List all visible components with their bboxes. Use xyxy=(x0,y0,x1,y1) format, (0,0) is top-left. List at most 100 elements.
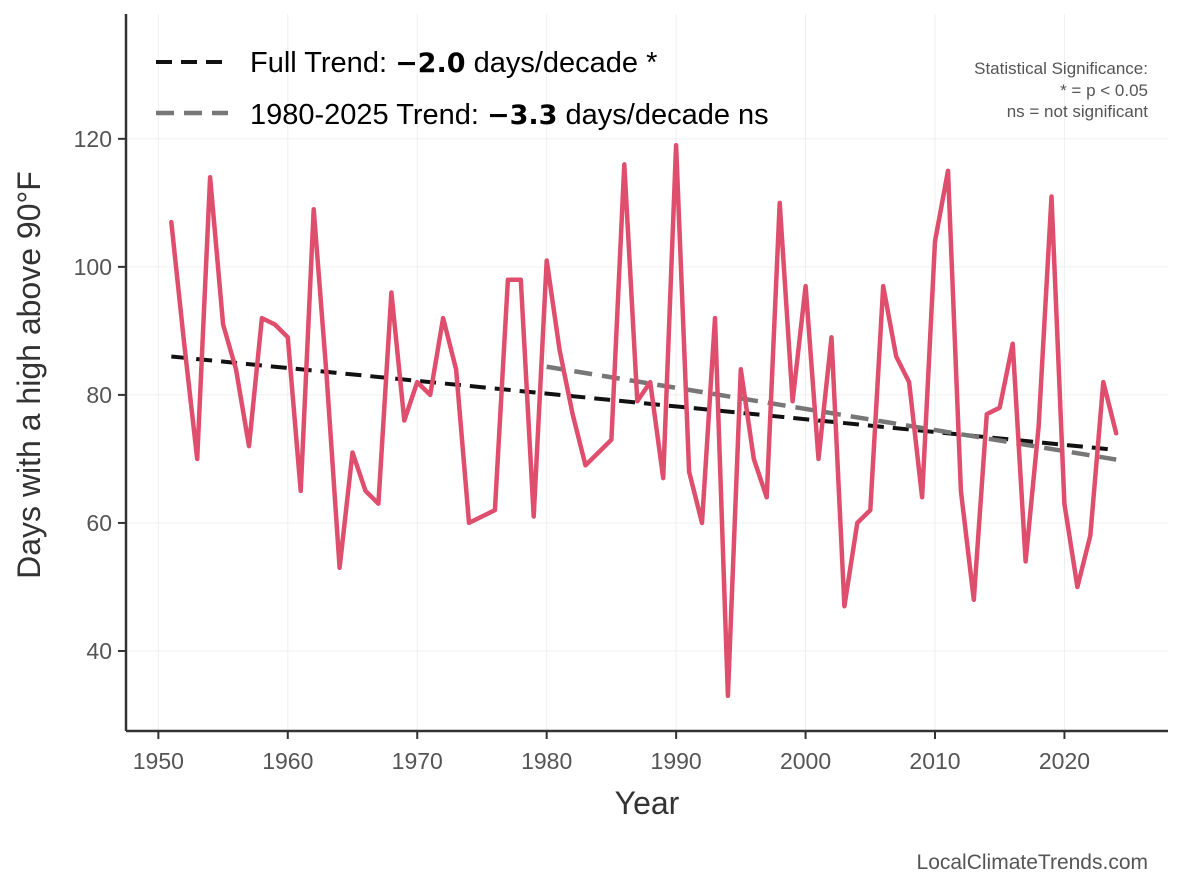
data-point-1962 xyxy=(313,208,315,210)
data-point-2015 xyxy=(999,407,1001,409)
data-point-2009 xyxy=(921,496,923,498)
data-point-1959 xyxy=(274,323,276,325)
data-point-1980 xyxy=(546,259,548,261)
data-point-2003 xyxy=(843,605,845,607)
data-point-1992 xyxy=(701,522,703,524)
data-point-1987 xyxy=(636,400,638,402)
x-tick-label-2010: 2010 xyxy=(909,748,960,774)
data-point-2002 xyxy=(830,336,832,338)
data-point-2021 xyxy=(1076,586,1078,588)
x-tick-label-2020: 2020 xyxy=(1039,748,1090,774)
data-point-2005 xyxy=(869,509,871,511)
data-point-2014 xyxy=(986,413,988,415)
data-point-2024 xyxy=(1115,432,1117,434)
data-point-1961 xyxy=(300,490,302,492)
data-point-1982 xyxy=(572,413,574,415)
data-point-2013 xyxy=(973,599,975,601)
data-point-1965 xyxy=(352,452,354,454)
data-point-1990 xyxy=(675,144,677,146)
data-point-1964 xyxy=(339,567,341,569)
data-point-1991 xyxy=(688,471,690,473)
data-point-2023 xyxy=(1102,381,1104,383)
data-point-1954 xyxy=(209,176,211,178)
data-point-2008 xyxy=(908,381,910,383)
legend: Full Trend: −2.0 days/decade * 1980-2025… xyxy=(156,47,769,131)
significance-note-line-3: ns = not significant xyxy=(1007,102,1149,121)
data-point-1999 xyxy=(792,400,794,402)
axes xyxy=(124,14,1168,733)
data-point-1958 xyxy=(261,317,263,319)
legend-label-full-trend: Full Trend: −2.0 days/decade * xyxy=(250,47,657,79)
data-point-1952 xyxy=(183,343,185,345)
significance-note-line-2: * = p < 0.05 xyxy=(1060,81,1148,100)
x-ticks: 1950 1960 1970 1980 1990 2000 2010 2020 xyxy=(133,731,1090,774)
data-point-2020 xyxy=(1063,503,1065,505)
data-point-1953 xyxy=(196,458,198,460)
data-point-1968 xyxy=(390,291,392,293)
data-point-1986 xyxy=(623,163,625,165)
data-point-2000 xyxy=(805,285,807,287)
data-point-2019 xyxy=(1051,195,1053,197)
data-point-1984 xyxy=(597,452,599,454)
data-point-2010 xyxy=(934,240,936,242)
y-tick-label-80: 80 xyxy=(86,382,112,408)
y-tick-label-60: 60 xyxy=(86,510,112,536)
source-credit: LocalClimateTrends.com xyxy=(917,851,1148,874)
x-tick-label-1950: 1950 xyxy=(133,748,184,774)
data-points xyxy=(170,144,1117,697)
data-point-1969 xyxy=(403,420,405,422)
data-point-2016 xyxy=(1012,343,1014,345)
full-trend-line xyxy=(171,354,1117,452)
data-point-1973 xyxy=(455,368,457,370)
data-point-2004 xyxy=(856,522,858,524)
data-point-1956 xyxy=(235,368,237,370)
data-point-1960 xyxy=(287,336,289,338)
data-point-1997 xyxy=(766,496,768,498)
data-point-1983 xyxy=(585,464,587,466)
data-point-2006 xyxy=(882,285,884,287)
y-tick-label-100: 100 xyxy=(74,254,112,280)
x-tick-label-1980: 1980 xyxy=(521,748,572,774)
data-point-1972 xyxy=(442,317,444,319)
data-point-1989 xyxy=(662,477,664,479)
data-point-2001 xyxy=(818,458,820,460)
y-tick-label-40: 40 xyxy=(86,638,112,664)
data-point-1974 xyxy=(468,522,470,524)
data-point-2007 xyxy=(895,355,897,357)
data-point-1957 xyxy=(248,445,250,447)
data-point-1979 xyxy=(533,516,535,518)
data-point-2017 xyxy=(1025,560,1027,562)
x-tick-label-1990: 1990 xyxy=(651,748,702,774)
y-axis-title: Days with a high above 90°F xyxy=(11,171,47,579)
significance-note-line-1: Statistical Significance: xyxy=(974,59,1148,78)
data-point-1966 xyxy=(364,490,366,492)
data-point-1981 xyxy=(559,349,561,351)
data-point-1971 xyxy=(429,394,431,396)
x-tick-label-1970: 1970 xyxy=(392,748,443,774)
x-axis-title: Year xyxy=(615,785,680,821)
data-point-2018 xyxy=(1038,426,1040,428)
data-point-1993 xyxy=(714,317,716,319)
data-point-1998 xyxy=(779,202,781,204)
grid xyxy=(126,14,1168,731)
data-point-1977 xyxy=(507,279,509,281)
data-point-2011 xyxy=(947,170,949,172)
data-point-1951 xyxy=(170,221,172,223)
data-point-1996 xyxy=(753,458,755,460)
data-point-1976 xyxy=(494,509,496,511)
trend-lines xyxy=(171,354,1117,462)
data-point-2012 xyxy=(960,490,962,492)
x-tick-label-2000: 2000 xyxy=(780,748,831,774)
data-point-1970 xyxy=(416,381,418,383)
days-above-90-line xyxy=(169,142,1119,699)
legend-label-recent-trend: 1980-2025 Trend: −3.3 days/decade ns xyxy=(250,99,769,131)
y-tick-label-120: 120 xyxy=(74,126,112,152)
data-point-1967 xyxy=(377,503,379,505)
data-point-2022 xyxy=(1089,535,1091,537)
data-point-1995 xyxy=(740,368,742,370)
x-tick-label-1960: 1960 xyxy=(262,748,313,774)
data-point-1985 xyxy=(610,439,612,441)
y-ticks: 40 60 80 100 120 xyxy=(74,126,126,664)
recent-trend-line xyxy=(546,364,1117,462)
data-point-1988 xyxy=(649,381,651,383)
